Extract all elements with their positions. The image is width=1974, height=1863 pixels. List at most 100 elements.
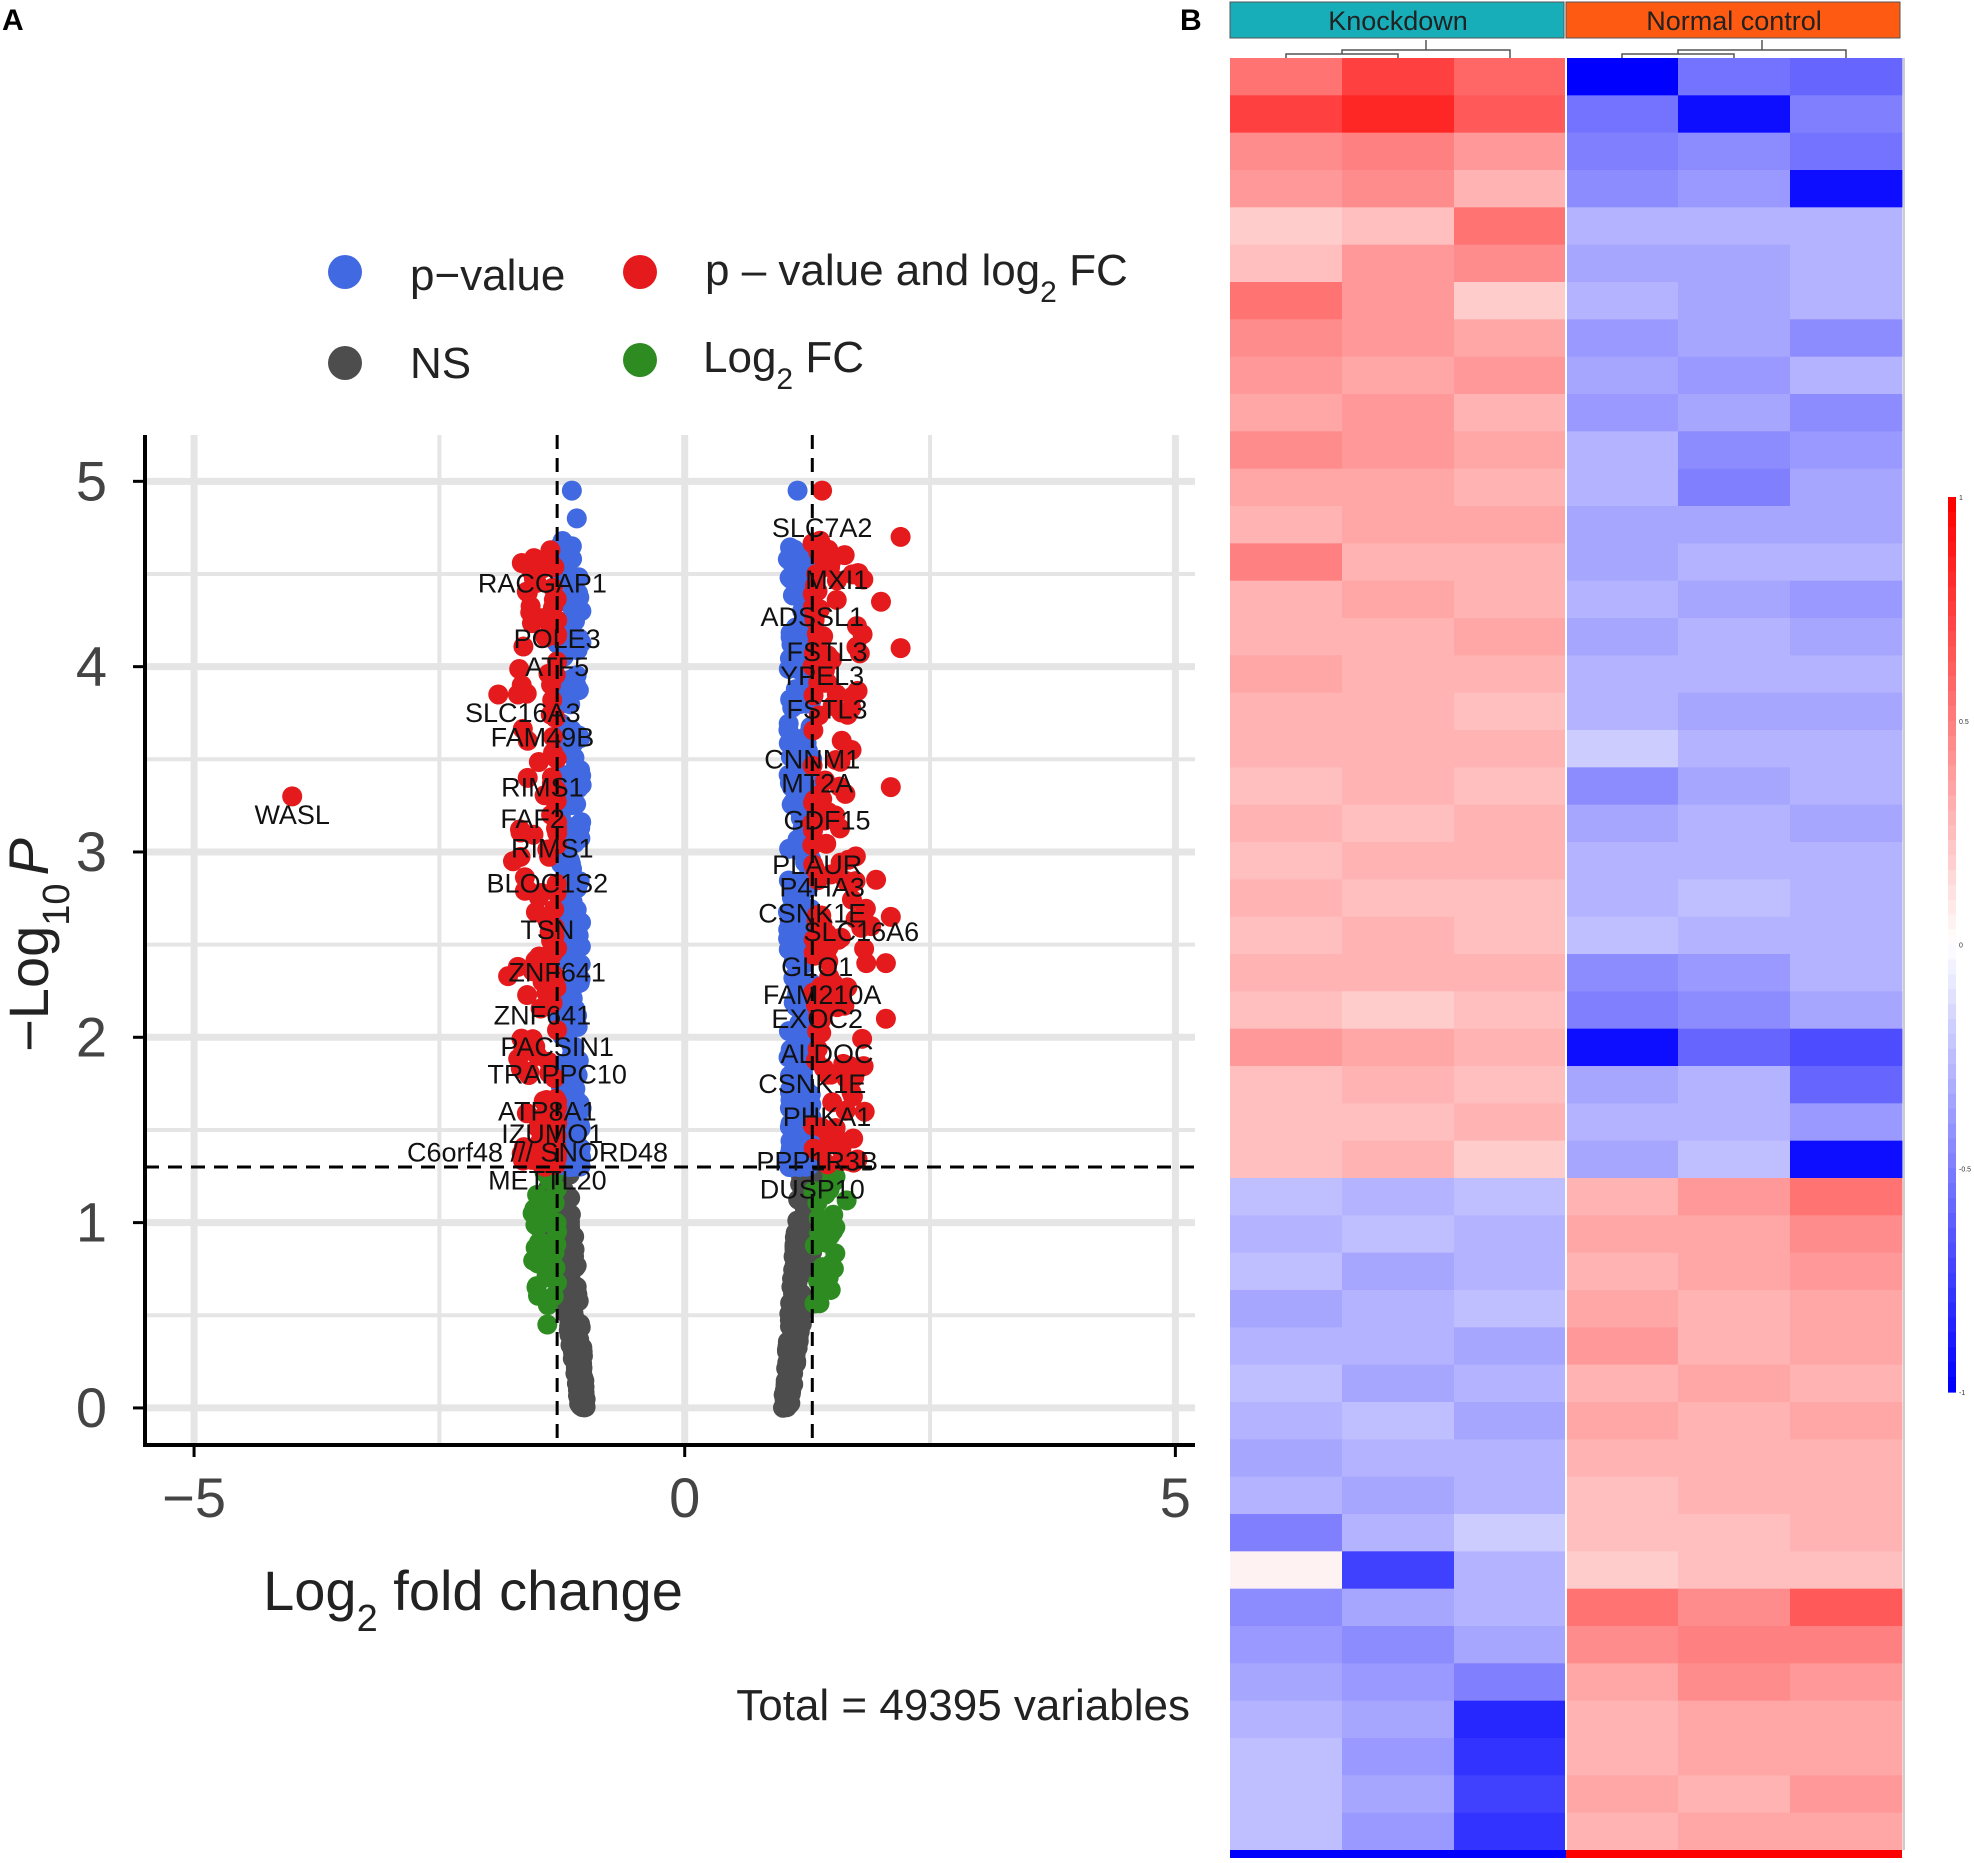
heatmap-cell <box>1230 1066 1343 1104</box>
heatmap-cell <box>1454 319 1567 358</box>
pvalue-point <box>566 665 587 686</box>
heatmap-cell <box>1566 1103 1679 1142</box>
heatmap-cell <box>1342 282 1455 320</box>
heatmap-cell <box>1678 170 1791 208</box>
heatmap-cell <box>1342 1178 1455 1216</box>
heatmap-cells <box>1230 58 1905 1851</box>
heatmap-cell <box>1566 1663 1679 1702</box>
color-scale-segment <box>1948 616 1956 632</box>
heatmap-cell <box>1454 1738 1567 1776</box>
heatmap-cell <box>1566 1028 1679 1067</box>
heatmap-cell <box>1566 506 1679 544</box>
heatmap-cell <box>1454 543 1567 582</box>
pvalue-and-fc-point <box>823 973 844 994</box>
gene-label: RIMS1 <box>501 772 584 802</box>
pvalue-and-fc-point <box>547 624 568 645</box>
y-tick-label: 2 <box>76 1005 107 1068</box>
heatmap-cell <box>1678 954 1791 992</box>
pvalue-and-fc-point <box>841 1082 862 1103</box>
heatmap-cell <box>1678 1700 1791 1739</box>
gene-label: ZNF641 <box>494 1000 592 1030</box>
group-header-label: Knockdown <box>1328 6 1468 36</box>
color-scale-segment <box>1948 646 1956 662</box>
pvalue-and-fc-point <box>825 805 846 826</box>
pvalue-and-fc-point <box>545 707 566 728</box>
color-scale-segment <box>1948 1302 1956 1319</box>
heatmap-cell <box>1230 1103 1343 1142</box>
highlight-point <box>875 953 896 974</box>
heatmap-cell <box>1678 692 1791 731</box>
pvalue-and-fc-point <box>803 643 824 664</box>
highlight-point <box>812 480 833 501</box>
highlight-point <box>488 684 509 705</box>
heatmap-cell <box>1454 1215 1567 1254</box>
heatmap-cell <box>1678 468 1791 507</box>
pvalue-point <box>778 870 799 891</box>
pvalue-and-fc-point <box>519 1061 540 1082</box>
heatmap-cell <box>1230 580 1343 619</box>
heatmap-cell <box>1566 1476 1679 1515</box>
heatmap-cell <box>1678 1290 1791 1328</box>
heatmap-cell <box>1678 1514 1791 1552</box>
pvalue-point <box>565 956 586 977</box>
heatmap-cell <box>1454 954 1567 992</box>
legend-marker-pvalue <box>328 255 362 289</box>
heatmap-cell <box>1566 580 1679 619</box>
heatmap-cell <box>1566 1738 1679 1776</box>
heatmap-cell <box>1790 804 1903 843</box>
heatmap-cell <box>1790 991 1903 1030</box>
highlight-point <box>861 916 882 937</box>
pvalue-and-fc-point <box>510 822 531 843</box>
heatmap-cell <box>1790 1402 1903 1440</box>
heatmap-cell <box>1230 95 1343 134</box>
gene-label: ZNF641 <box>508 958 606 988</box>
gene-label: SLC16A3 <box>465 698 581 728</box>
color-scale-segment <box>1948 989 1956 1005</box>
heatmap-cell <box>1566 692 1679 731</box>
heatmap-cell <box>1342 879 1455 918</box>
heatmap-cell <box>1678 1178 1791 1216</box>
pvalue-point <box>565 826 586 847</box>
heatmap-cell <box>1790 1364 1903 1403</box>
heatmap-cell <box>1342 767 1455 806</box>
heatmap-cell <box>1454 1663 1567 1702</box>
heatmap-cell <box>1790 319 1903 358</box>
pvalue-and-fc-point <box>546 882 567 903</box>
heatmap-cell <box>1230 1626 1343 1664</box>
color-scale-segment <box>1948 1377 1956 1393</box>
heatmap-cell <box>1790 1476 1903 1515</box>
color-scale-tick-label: -1 <box>1959 1390 1965 1397</box>
heatmap-cell <box>1678 1140 1791 1179</box>
heatmap-cell <box>1566 842 1679 880</box>
highlight-points <box>282 480 911 1335</box>
color-scale-segment <box>1948 720 1956 737</box>
heatmap-cell <box>1678 580 1791 619</box>
heatmap-cell <box>1790 1626 1903 1664</box>
heatmap-cell <box>1230 1663 1343 1702</box>
log2fc-point <box>804 1293 825 1314</box>
group-bottom-strip <box>1566 1850 1902 1858</box>
heatmap-cell <box>1678 356 1791 395</box>
heatmap-cell <box>1454 1364 1567 1403</box>
heatmap-cell <box>1566 1514 1679 1552</box>
pvalue-and-fc-point <box>820 1064 841 1085</box>
pvalue-point <box>778 1021 799 1042</box>
highlight-point <box>502 851 523 872</box>
gene-label: GDF15 <box>783 806 870 836</box>
heatmap-cell <box>1790 207 1903 246</box>
heatmap-cell <box>1454 1028 1567 1067</box>
pvalue-and-fc-point <box>825 1117 846 1138</box>
gene-label: RACGAP1 <box>478 569 607 599</box>
heatmap-cell <box>1566 1252 1679 1291</box>
legend-marker-pvalue-and-fc <box>623 255 657 289</box>
heatmap-cell <box>1342 1775 1455 1814</box>
legend-label-log2fc: Log2 FC <box>703 333 864 396</box>
group-bottom-bar <box>1230 1850 1902 1858</box>
heatmap-cell <box>1566 1588 1679 1627</box>
pvalue-and-fc-point <box>822 1092 843 1113</box>
heatmap-cell <box>1678 1439 1791 1478</box>
pvalue-and-fc-point <box>834 545 855 566</box>
heatmap-cell <box>1454 1066 1567 1104</box>
heatmap-cell <box>1230 1290 1343 1328</box>
heatmap-cell <box>1566 543 1679 582</box>
